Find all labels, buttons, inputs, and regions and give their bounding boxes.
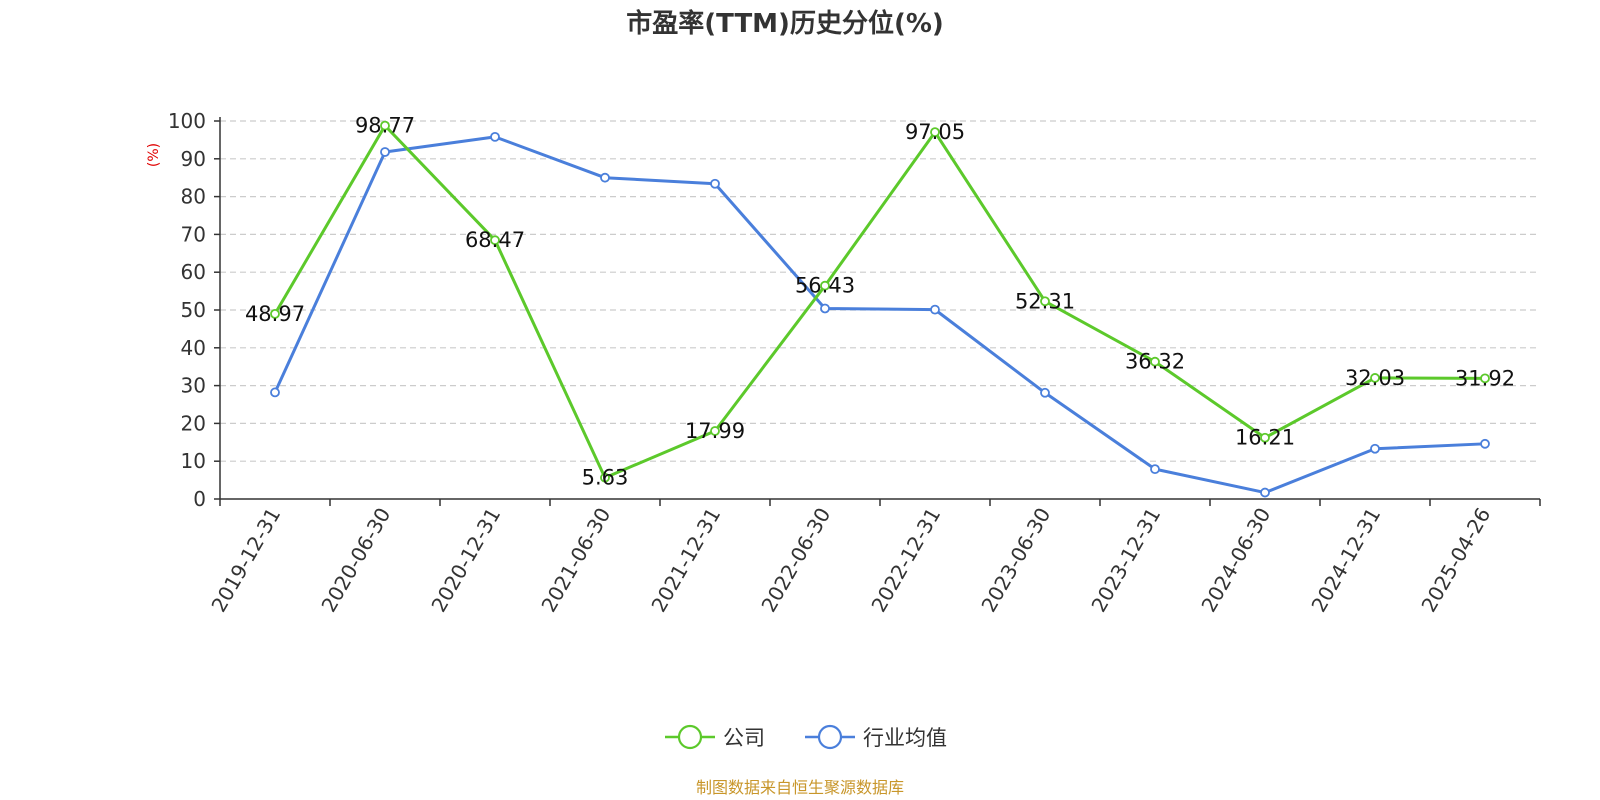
x-tick-label: 2024-12-31 [1306,504,1385,617]
data-point [490,235,500,246]
data-point [490,131,500,142]
data-label: 17.99 [685,419,745,443]
data-label: 52.31 [1015,289,1075,313]
y-tick-label: 20 [181,411,206,435]
legend-item-0[interactable]: 公司 [665,724,765,750]
x-tick-label: 2024-06-30 [1196,504,1275,617]
x-tick-label: 2022-12-31 [866,504,945,617]
y-axis: 0 10 20 30 40 50 60 70 80 90 100 [168,109,221,511]
gridlines [220,120,1540,462]
data-label: 16.21 [1235,426,1295,450]
data-label: 98.77 [355,114,415,138]
y-tick-label: 10 [181,449,206,473]
legend-marker [677,724,703,750]
data-point [930,127,940,138]
x-tick-label: 2025-04-26 [1416,504,1495,617]
data-label: 97.05 [905,120,965,144]
legend-item-1[interactable]: 行业均值 [805,724,947,750]
series-line-1 [273,135,1486,495]
legend-label: 公司 [723,726,765,750]
x-tick-label: 2021-12-31 [646,504,725,617]
data-point [1260,487,1270,498]
data-point [1260,432,1270,443]
y-tick-label: 70 [181,222,206,246]
legend-label: 行业均值 [863,726,947,750]
data-point [270,387,280,398]
data-point [380,120,390,131]
x-tick-label: 2020-06-30 [316,504,395,617]
data-label: 5.63 [582,466,629,490]
series-line-0 [273,124,1486,480]
data-point [600,172,610,183]
data-point [1370,373,1380,383]
y-axis-unit: (%) [146,143,162,167]
x-axis: 2019-12-31 2020-06-30 2020-12-31 2021-06-30… [206,498,1541,617]
data-point [930,304,940,315]
data-point [1480,438,1490,449]
data-label: 48.97 [245,302,305,326]
data-point [1480,373,1490,384]
data-point [600,472,610,483]
chart-title: 市盈率(TTM)历史分位(%) [626,8,944,39]
y-tick-label: 40 [181,336,206,360]
data-point [1150,464,1160,475]
series-layer: 48.97 98.77 68.47 5.63 17.99 56.43 97.05 52.31 3… [245,114,1515,498]
y-tick-label: 90 [181,147,206,171]
data-point [820,280,830,291]
data-point [1040,387,1050,398]
data-point [1150,356,1160,367]
y-tick-label: 60 [181,260,206,284]
x-tick-label: 2019-12-31 [206,504,285,617]
data-label: 36.32 [1125,350,1185,374]
source-note: 制图数据来自恒生聚源数据库 [696,778,904,797]
legend[interactable]: 公司 行业均值 [665,724,947,750]
x-tick-label: 2022-06-30 [756,504,835,617]
data-point [820,303,830,314]
data-point [270,308,280,319]
data-point [1370,443,1380,454]
data-label: 68.47 [465,228,525,252]
x-tick-label: 2020-12-31 [426,504,505,617]
data-label: 56.43 [795,274,855,298]
y-tick-label: 50 [181,298,206,322]
y-tick-label: 0 [193,487,206,511]
data-point [1040,296,1050,307]
data-point [380,147,390,157]
x-tick-label: 2021-06-30 [536,504,615,617]
y-tick-label: 80 [181,185,206,209]
data-point [710,426,720,436]
data-point [710,178,720,189]
x-tick-label: 2023-12-31 [1086,504,1165,617]
legend-marker [817,724,843,750]
y-tick-label: 30 [181,374,206,398]
data-label: 31.92 [1455,366,1515,390]
x-tick-label: 2023-06-30 [976,504,1055,617]
y-tick-label: 100 [168,109,206,133]
data-label: 32.03 [1345,366,1405,390]
